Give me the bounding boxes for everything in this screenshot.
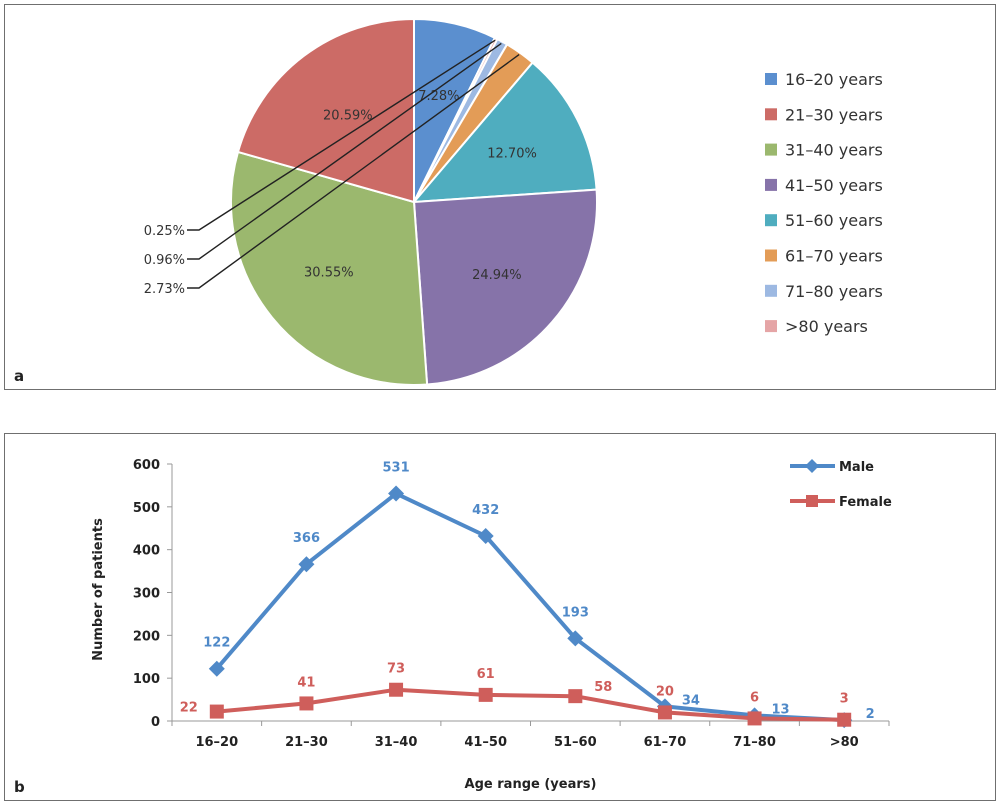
y-tick-label-100: 100: [133, 672, 160, 687]
y-tick-label-400: 400: [133, 544, 160, 559]
legend-label-41-50-years: 41–50 years: [785, 176, 883, 195]
data-label-male: 122: [203, 636, 230, 651]
data-point-male: [477, 527, 494, 544]
line-chart-panel: 0 100 200 300 400 500 600 16–20 21–30 31–40 41–50 5…: [4, 433, 996, 801]
series-line-female: [216, 687, 845, 722]
leader-line-80-years: [187, 39, 496, 231]
legend-marker-female: [806, 495, 818, 507]
data-point-male: [208, 660, 225, 677]
data-label-male: 432: [472, 503, 499, 518]
data-point-female: [478, 687, 493, 702]
data-point-male: [298, 556, 315, 573]
data-point-female: [389, 682, 404, 697]
pie-slice-31-40-years: [230, 150, 429, 386]
data-point-female: [837, 712, 852, 727]
legend-swatch-31-40-years: [765, 143, 777, 156]
data-point-female: [747, 711, 762, 726]
slice-label-21-30-years: 20.59%: [323, 108, 373, 123]
slice-label-80-years: 0.25%: [144, 224, 185, 239]
y-tick-label-500: 500: [133, 501, 160, 516]
panel-b-label: b: [14, 778, 25, 796]
slice-label-41-50-years: 24.94%: [472, 268, 522, 283]
data-label-female: 22: [180, 701, 198, 716]
slice-label-16-20-years: 7.28%: [418, 89, 459, 104]
slice-label-31-40-years: 30.55%: [304, 265, 354, 280]
legend-swatch-61-70-years: [765, 249, 777, 262]
line-chart: 0 100 200 300 400 500 600 16–20 21–30 31–40 41–50 5…: [91, 458, 892, 792]
pie-slice-21-30-years: [236, 17, 415, 204]
data-label-male: 13: [772, 702, 790, 717]
y-tick-label-600: 600: [133, 458, 160, 473]
x-tick-label-51-60: 51–60: [554, 735, 597, 750]
slice-label-71-80-years: 0.96%: [144, 253, 185, 268]
data-point-female: [568, 689, 583, 704]
x-tick-label-16-20: 16–20: [195, 735, 238, 750]
series-line-male: [215, 491, 845, 723]
y-tick-label-0: 0: [151, 715, 160, 730]
pie-chart: 7.28% 20.59% 30.55% 24.94% 12.70% 0.25% 0.96% 2…: [144, 17, 883, 386]
y-axis-title: Number of patients: [91, 518, 106, 661]
data-label-male: 34: [682, 693, 700, 708]
legend-swatch-51-60-years: [765, 214, 777, 227]
data-label-female: 20: [656, 684, 674, 699]
leader-line-61-70-years: [187, 54, 520, 289]
data-label-female: 3: [840, 692, 849, 707]
leader-line-71-80-years: [187, 42, 502, 260]
legend-marker-male: [805, 459, 819, 473]
x-axis-title: Age range (years): [465, 777, 597, 792]
data-label-female: 61: [477, 667, 495, 682]
pie-slice-51-60-years: [411, 61, 598, 204]
data-label-male: 193: [562, 605, 589, 620]
x-tick-label-21-30: 21–30: [285, 735, 328, 750]
legend-swatch-71-80-years: [765, 284, 777, 297]
data-label-male: 2: [866, 707, 875, 722]
legend-label-31-40-years: 31–40 years: [785, 141, 883, 160]
y-tick-label-200: 200: [133, 629, 160, 644]
data-point-female: [657, 705, 672, 720]
legend-label-71-80-years: 71–80 years: [785, 282, 883, 301]
data-label-female: 58: [594, 680, 612, 695]
data-label-female: 6: [750, 690, 759, 705]
y-tick-label-300: 300: [133, 587, 160, 602]
slice-label-61-70-years: 2.73%: [144, 282, 185, 297]
x-tick-label-31-40: 31–40: [375, 735, 418, 750]
legend-label-16-20-years: 16–20 years: [785, 70, 883, 89]
data-point-female: [299, 696, 314, 711]
data-label-male: 531: [382, 461, 409, 476]
data-point-female: [209, 704, 224, 719]
legend-label-80-years: >80 years: [785, 317, 868, 336]
x-tick-label-71-80: 71–80: [733, 735, 776, 750]
legend-swatch-16-20-years: [765, 73, 777, 85]
data-label-female: 41: [297, 675, 315, 690]
legend-label-male: Male: [839, 460, 874, 475]
data-label-female: 73: [387, 662, 405, 677]
data-point-male: [567, 630, 584, 647]
pie-slice-41-50-years: [412, 188, 598, 386]
x-tick-label-61-70: 61–70: [644, 735, 687, 750]
pie-chart-panel: 7.28% 20.59% 30.55% 24.94% 12.70% 0.25% 0.96% 2…: [4, 4, 996, 390]
data-point-male: [388, 485, 405, 502]
legend-label-61-70-years: 61–70 years: [785, 247, 883, 266]
slice-label-51-60-years: 12.70%: [487, 147, 537, 162]
panel-a-label: a: [14, 367, 25, 385]
legend-label-female: Female: [839, 495, 892, 510]
legend-label-21-30-years: 21–30 years: [785, 105, 883, 124]
legend-swatch-21-30-years: [765, 108, 777, 121]
legend-swatch-41-50-years: [765, 178, 777, 191]
x-tick-label-80: >80: [830, 735, 859, 750]
legend-swatch-80-years: [765, 320, 777, 333]
x-tick-label-41-50: 41–50: [464, 735, 507, 750]
legend-label-51-60-years: 51–60 years: [785, 211, 883, 230]
data-label-male: 366: [293, 531, 320, 546]
